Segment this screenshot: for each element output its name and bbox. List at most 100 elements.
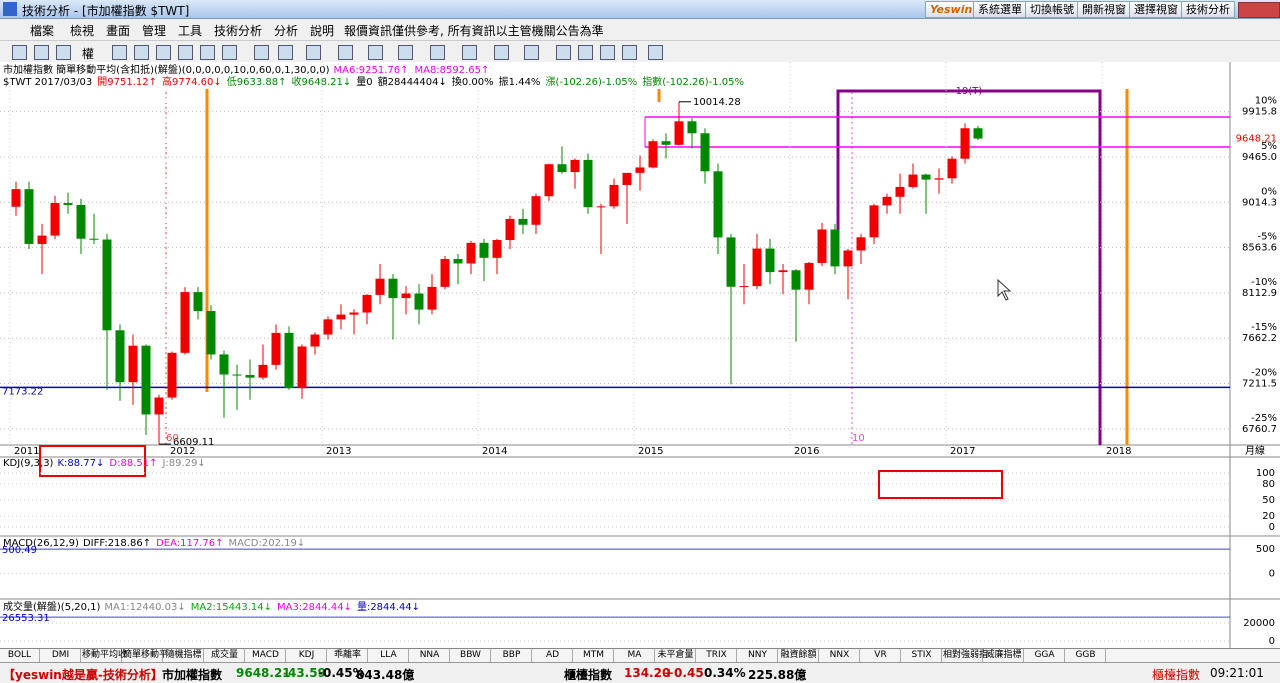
indicator-tab[interactable]: TRIX [697,649,737,662]
candle-body [63,203,73,205]
tool-icon[interactable] [524,45,539,60]
tool-icon[interactable] [200,45,215,60]
tool-icon[interactable] [222,45,237,60]
candle-body [50,203,60,236]
menu-item[interactable]: 工具 [178,24,203,38]
indicator-tab[interactable]: MTM [574,649,614,662]
tool-icon[interactable] [306,45,321,60]
indicator-tab[interactable]: 威廉指標 [984,649,1024,662]
tool-icon[interactable] [556,45,571,60]
indicator-tab[interactable]: KDJ [287,649,327,662]
tool-icon[interactable] [648,45,663,60]
indicator-tab[interactable]: 未平倉量 [656,649,696,662]
tool-icon[interactable] [622,45,637,60]
candle-body [609,184,619,207]
tool-icon[interactable] [34,45,49,60]
indicator-tab[interactable]: GGA [1025,649,1065,662]
candle-body [245,375,255,378]
indicator-tab[interactable]: AD [533,649,573,662]
menu-button[interactable]: 切換帳號 [1025,1,1079,18]
tool-icon[interactable] [156,45,171,60]
panel-value: MA2:15443.14↓ [191,602,272,613]
indicator-tab[interactable]: BOLL [0,649,40,662]
tool-icon[interactable] [398,45,413,60]
candle-body [414,293,424,310]
candle-body [505,218,515,241]
tool-icon[interactable] [462,45,477,60]
candle-body [830,229,840,267]
menu-button[interactable]: 選擇視窗 [1129,1,1183,18]
y-tick-label: 9014.3 [1242,197,1277,208]
menu-button[interactable]: 開新視窗 [1077,1,1131,18]
status-label: 櫃檯指數 [1152,668,1201,682]
tool-icon[interactable] [338,45,353,60]
indicator-tab[interactable]: MA [615,649,655,662]
indicator-tab[interactable]: LLA [369,649,409,662]
indicator-tab[interactable]: DMI [41,649,81,662]
menu-item[interactable]: 分析 [274,24,299,38]
panel-value: MA3:2844.44↓ [277,602,352,613]
candle-body [544,164,554,197]
indicator-tab[interactable]: GGB [1066,649,1106,662]
tool-icon[interactable] [494,45,509,60]
tool-icon[interactable] [178,45,193,60]
highlight-box [39,445,146,477]
menu-item[interactable]: 檢視 [70,24,95,38]
tool-icon[interactable] [56,45,71,60]
menu-item[interactable]: 管理 [142,24,167,38]
menu-button[interactable]: 技術分析 [1181,1,1235,18]
menu-button[interactable]: 系統選單 [973,1,1027,18]
candle-body [882,196,892,206]
tool-icon[interactable] [578,45,593,60]
pct-label: -10% [1251,277,1277,288]
tool-icon[interactable] [430,45,445,60]
indicator-tab[interactable]: NNY [738,649,778,662]
indicator-tab[interactable]: BBW [451,649,491,662]
tool-icon[interactable] [112,45,127,60]
panel-value: D:88.51↑ [109,458,157,469]
mouse-cursor [997,278,1012,301]
candle-body [570,159,580,173]
y-tick-label: 8563.6 [1242,243,1277,254]
tool-icon[interactable] [368,45,383,60]
indicator-tab[interactable]: 移動平均收 [82,649,128,662]
indicator-tab[interactable]: STIX [902,649,942,662]
tool-icon[interactable] [254,45,269,60]
quote-field: 開9751.12↑ [97,76,157,88]
menu-item[interactable]: 檔案 [30,24,55,38]
candle-body [739,286,749,288]
tool-icon[interactable] [134,45,149,60]
indicator-tab[interactable]: 融資餘額 [779,649,819,662]
tool-icon[interactable] [600,45,615,60]
indicator-tab[interactable]: 隨機指標 [164,649,204,662]
candle-body [869,205,879,238]
panel-value: DIFF:218.86↑ [83,538,151,549]
indicator-tab[interactable]: 成交量 [205,649,245,662]
close-button[interactable] [1238,2,1280,18]
indicator-tab[interactable]: NNX [820,649,860,662]
candle-body [167,352,177,398]
indicator-tab[interactable]: VR [861,649,901,662]
tool-icon[interactable] [278,45,293,60]
y-tick-label: 0 [1269,569,1275,580]
menu-item[interactable]: 畫面 [106,24,131,38]
tool-icon[interactable] [12,45,27,60]
brand-button[interactable]: Yeswin [925,1,978,18]
year-label: 2017 [950,446,975,457]
indicator-tab[interactable]: NNA [410,649,450,662]
window-title: 技術分析 - [市加權指數 $TWT] [22,4,190,18]
indicator-tab[interactable]: MACD [246,649,286,662]
candle-body [895,186,905,197]
indicator-tab[interactable]: BBP [492,649,532,662]
candle-body [674,121,684,145]
candle-body [648,141,658,168]
indicator-tab[interactable]: 簡單移動平 [123,649,169,662]
menu-item[interactable]: 技術分析 [214,24,263,38]
tool-label[interactable]: 權 [82,47,95,61]
cycle-line [836,89,1102,445]
indicator-tab[interactable]: 乖離率 [328,649,368,662]
candle-body [154,397,164,415]
menu-item[interactable]: 說明 [310,24,335,38]
indicator-tab[interactable]: 相對強弱指 [943,649,989,662]
